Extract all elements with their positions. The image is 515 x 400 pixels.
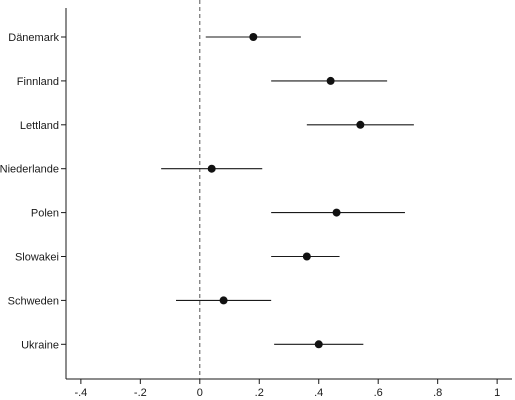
y-tick-label-4: Polen: [31, 208, 59, 220]
y-axis: Dänemark Finnland Lettland Niederlande Polen…: [0, 32, 66, 351]
x-axis: -.4 -.2 0 .2 .4 .6 .8 1: [74, 379, 500, 399]
y-tick-label-6: Schweden: [8, 295, 59, 307]
x-tick-label-6: .8: [433, 387, 442, 399]
y-tick-label-5: Slowakei: [15, 252, 59, 264]
x-tick-label-0: -.4: [74, 387, 87, 399]
estimate-point-5: [302, 252, 311, 261]
y-tick-label-0: Dänemark: [8, 32, 59, 44]
estimate-point-2: [356, 120, 365, 129]
estimate-point-0: [249, 33, 258, 41]
estimate-points: [207, 33, 365, 349]
y-tick-label-7: Ukraine: [21, 339, 59, 351]
estimate-point-6: [219, 296, 228, 305]
plot-area: [65, 8, 512, 380]
estimate-point-4: [332, 208, 341, 217]
x-tick-label-1: -.2: [134, 387, 147, 399]
x-tick-label-4: .4: [314, 387, 323, 399]
x-tick-label-2: 0: [197, 387, 203, 399]
estimate-point-1: [326, 76, 335, 85]
y-tick-label-3: Niederlande: [0, 164, 59, 176]
x-tick-label-7: 1: [494, 387, 500, 399]
x-tick-label-5: .6: [374, 387, 383, 399]
y-tick-label-2: Lettland: [20, 120, 59, 132]
estimate-point-3: [207, 164, 216, 173]
x-tick-label-3: .2: [255, 387, 264, 399]
confidence-intervals: [161, 36, 414, 345]
y-tick-label-1: Finnland: [17, 76, 59, 88]
estimate-point-7: [314, 340, 323, 349]
